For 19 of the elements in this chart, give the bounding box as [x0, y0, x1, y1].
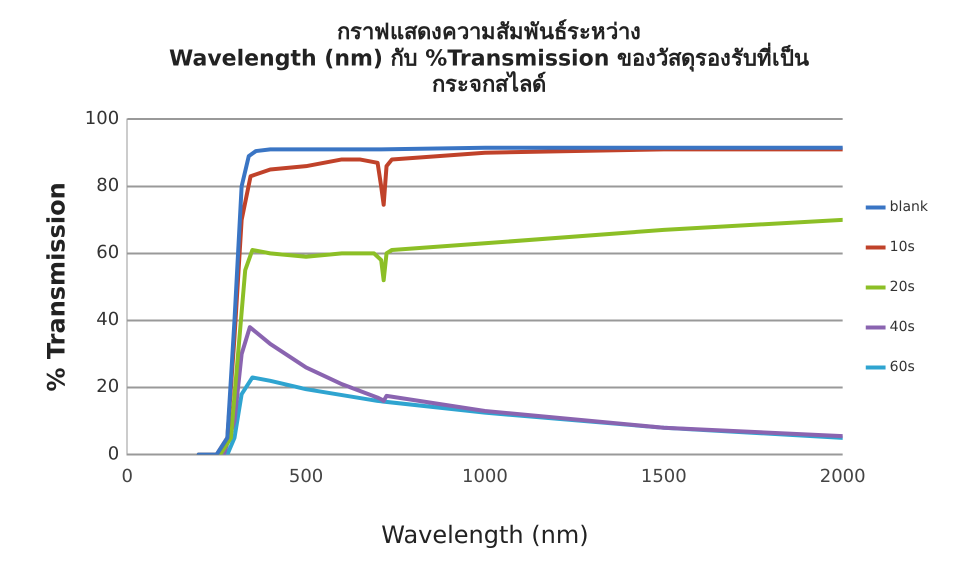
y-axis-title: % Transmission [42, 182, 71, 392]
x-tick-label: 1500 [640, 466, 687, 488]
legend-label: 10s [890, 239, 915, 256]
y-tick-label: 40 [96, 309, 120, 330]
y-tick-label: 0 [108, 443, 120, 464]
legend-label: 20s [890, 279, 915, 296]
legend-label: blank [890, 199, 929, 216]
x-tick-label: 1000 [462, 466, 508, 488]
x-tick-label: 500 [288, 466, 324, 488]
legend-label: 40s [890, 319, 915, 336]
legend-label: 60s [890, 359, 915, 376]
y-tick-label: 20 [96, 376, 120, 398]
chart-title: กราฟแสดงความสัมพันธ์ระหว่าง Wavelength (nm) กับ %Transmission ของวัสดุรองรับที่เป็น กระจกสไลด์ [168, 18, 810, 98]
y-tick-label: 80 [96, 174, 120, 196]
x-tick-label: 0 [121, 466, 133, 488]
y-tick-label: 100 [84, 108, 120, 129]
y-tick-label: 60 [96, 242, 120, 264]
x-tick-label: 2000 [820, 466, 866, 488]
x-axis-title: Wavelength (nm) [381, 520, 589, 549]
